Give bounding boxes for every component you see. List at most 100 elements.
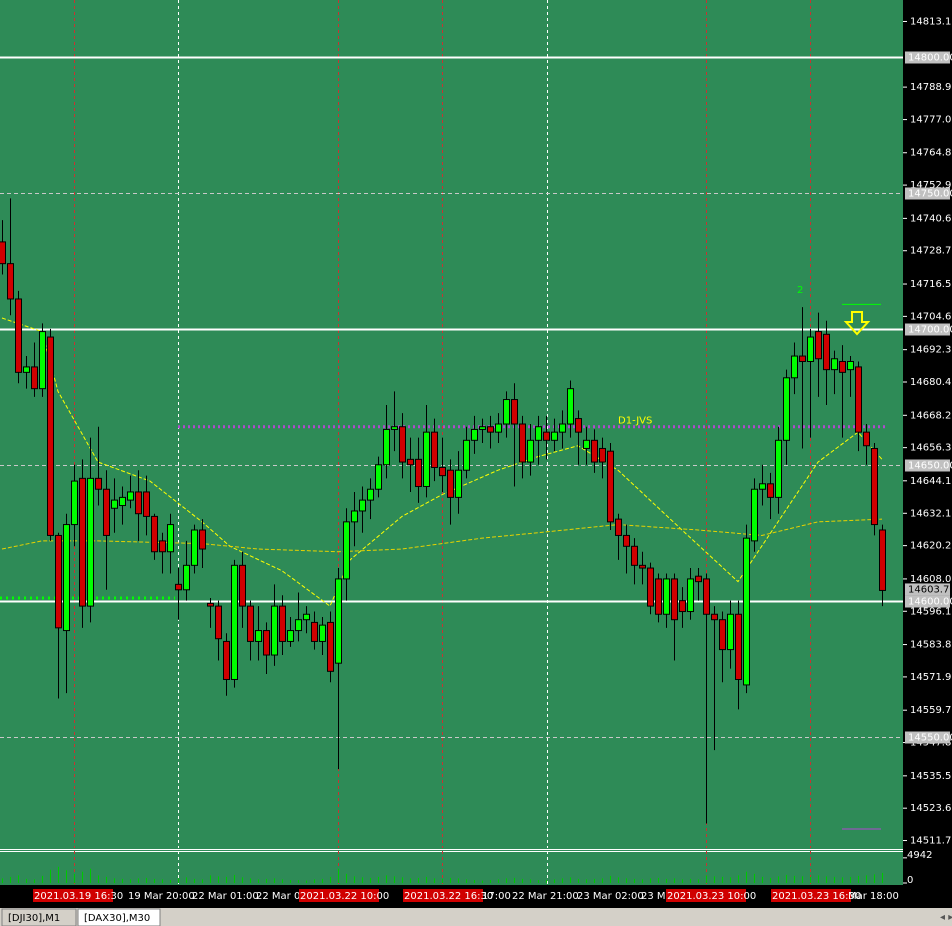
candle-body	[151, 515, 158, 553]
volume-tick-label: 0	[907, 875, 913, 886]
wave-label: 2	[797, 285, 803, 296]
candle-body	[807, 336, 814, 362]
candle-body	[647, 567, 654, 607]
candle-body	[55, 534, 62, 629]
candle-body	[823, 333, 830, 371]
candle-body	[479, 426, 486, 430]
candle-body	[119, 496, 126, 507]
candle-body	[111, 499, 118, 509]
candle-body	[863, 431, 870, 447]
level-label: 14650.00	[908, 461, 952, 472]
x-tick-label: 2021.03.23 10:00	[667, 891, 756, 902]
y-tick-label: 14668.20	[910, 410, 952, 421]
candle-body	[503, 399, 510, 425]
x-tick-label: 17:00	[482, 891, 511, 902]
candle-body	[239, 564, 246, 607]
candle-body	[879, 529, 886, 591]
y-tick-label: 14656.30	[910, 443, 952, 454]
y-tick-label: 14596.10	[910, 606, 952, 617]
y-tick-label: 14680.45	[910, 377, 952, 388]
candle-body	[831, 358, 838, 371]
y-tick-label: 14559.70	[910, 705, 952, 716]
candle-body	[103, 488, 110, 536]
candle-body	[135, 491, 142, 515]
candle-body	[295, 619, 302, 632]
candle-body	[399, 426, 406, 463]
candle-body	[471, 428, 478, 441]
candle-body	[791, 355, 798, 379]
candle-body	[599, 447, 606, 463]
y-tick-label: 14813.10	[910, 16, 952, 27]
y-tick-label: 14571.95	[910, 672, 952, 683]
chart-tab-label[interactable]: [DJI30],M1	[8, 913, 60, 924]
level-label: 14750.00	[908, 189, 952, 200]
y-tick-label: 14740.65	[910, 213, 952, 224]
jvs-label: D1-JVS	[618, 416, 652, 427]
candle-body	[391, 426, 398, 430]
candle-body	[143, 491, 150, 517]
candle-body	[407, 458, 414, 466]
level-label: 14800.00	[908, 53, 952, 64]
level-label: 14550.00	[908, 733, 952, 744]
chart-tab[interactable]	[1, 908, 77, 926]
candle-body	[167, 524, 174, 553]
candle-body	[711, 613, 718, 621]
y-tick-label: 14535.55	[910, 771, 952, 782]
candle-body	[495, 423, 502, 433]
candle-body	[687, 578, 694, 613]
candle-body	[263, 630, 270, 656]
current-price-label: 14603.76	[908, 584, 952, 595]
candle-body	[487, 426, 494, 433]
candle-body	[423, 431, 430, 488]
candle-body	[615, 518, 622, 536]
candle-body	[79, 477, 86, 607]
candle-body	[7, 263, 14, 300]
candle-body	[23, 366, 30, 373]
candle-body	[783, 377, 790, 441]
candle-body	[719, 619, 726, 651]
candle-body	[207, 602, 214, 607]
level-label-box	[905, 187, 950, 200]
current-price-box	[905, 583, 950, 596]
candle-body	[383, 428, 390, 466]
candle-body	[351, 510, 358, 523]
candle-body	[303, 613, 310, 621]
candle-body	[327, 621, 334, 672]
y-tick-label: 14511.75	[910, 836, 952, 847]
candle-body	[743, 537, 750, 686]
x-tick-label: 2021.03.22 16:30	[404, 891, 493, 902]
candle-body	[279, 605, 286, 642]
candle-body	[47, 336, 54, 536]
time-highlight	[299, 889, 379, 902]
candle-body	[359, 499, 366, 512]
scroll-arrow[interactable]: ◂ ▸	[940, 912, 952, 923]
candle-body	[223, 640, 230, 680]
candle-body	[367, 488, 374, 501]
candle-body	[71, 480, 78, 526]
candle-body	[759, 483, 766, 490]
candle-body	[519, 423, 526, 463]
candle-body	[191, 529, 198, 566]
level-label-box	[905, 323, 950, 336]
time-highlight	[33, 889, 113, 902]
candle-body	[839, 360, 846, 373]
x-tick-label: 23 Mar	[641, 891, 677, 902]
candle-body	[527, 439, 534, 463]
candle-body	[567, 388, 574, 425]
chart-tab-label[interactable]: [DAX30],M30	[84, 913, 150, 924]
plot-background	[0, 0, 903, 885]
candle-body	[215, 605, 222, 640]
level-label-box	[905, 51, 950, 64]
candle-body	[735, 613, 742, 680]
candle-body	[15, 298, 22, 373]
x-tick-label: 2021.03.23 16:30	[772, 891, 861, 902]
candle-body	[287, 630, 294, 642]
x-tick-label: 22 Mar 05	[256, 891, 307, 902]
chart-tab[interactable]	[77, 908, 161, 926]
candle-body	[431, 431, 438, 468]
candle-body	[87, 477, 94, 607]
y-tick-label: 14777.00	[910, 115, 952, 126]
y-tick-label: 14583.85	[910, 640, 952, 651]
candle-body	[551, 431, 558, 441]
